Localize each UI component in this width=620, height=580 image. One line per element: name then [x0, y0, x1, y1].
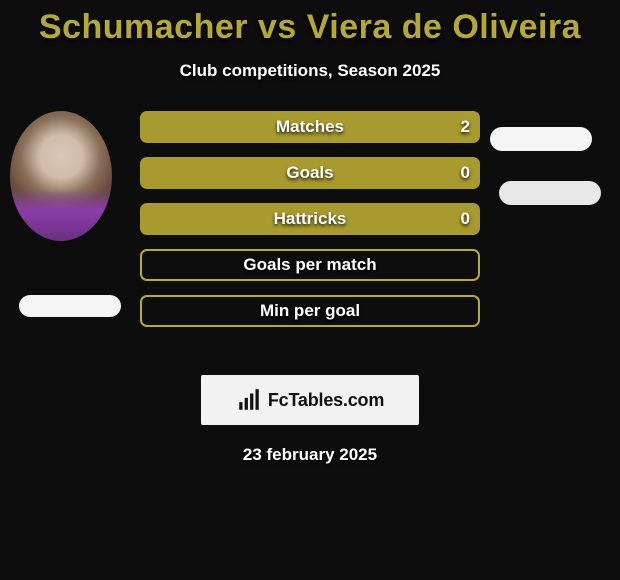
stat-label: Hattricks — [140, 203, 480, 235]
stat-label: Goals — [140, 157, 480, 189]
stat-bar-goals: Goals 0 — [140, 157, 480, 189]
stat-bars: Matches 2 Goals 0 Hattricks 0 Goals per … — [140, 111, 480, 341]
player-left-name-pill — [19, 295, 121, 317]
player-right-name-pill-1 — [490, 127, 592, 151]
player-left-avatar — [10, 111, 112, 241]
watermark-text: FcTables.com — [268, 390, 384, 411]
stat-label: Matches — [140, 111, 480, 143]
stat-label: Goals per match — [142, 251, 478, 279]
comparison-area: Matches 2 Goals 0 Hattricks 0 Goals per … — [0, 111, 620, 371]
stat-value-left: 0 — [461, 203, 470, 235]
stat-bar-hattricks: Hattricks 0 — [140, 203, 480, 235]
stat-bar-min-per-goal: Min per goal — [140, 295, 480, 327]
stat-label: Min per goal — [142, 297, 478, 325]
page-title: Schumacher vs Viera de Oliveira — [0, 0, 620, 47]
stat-value-left: 2 — [461, 111, 470, 143]
bars-icon — [236, 387, 262, 413]
date: 23 february 2025 — [0, 445, 620, 465]
stat-bar-goals-per-match: Goals per match — [140, 249, 480, 281]
player-right-name-pill-2 — [499, 181, 601, 205]
watermark: FcTables.com — [201, 375, 419, 425]
stat-bar-matches: Matches 2 — [140, 111, 480, 143]
subtitle: Club competitions, Season 2025 — [0, 61, 620, 81]
stat-value-left: 0 — [461, 157, 470, 189]
